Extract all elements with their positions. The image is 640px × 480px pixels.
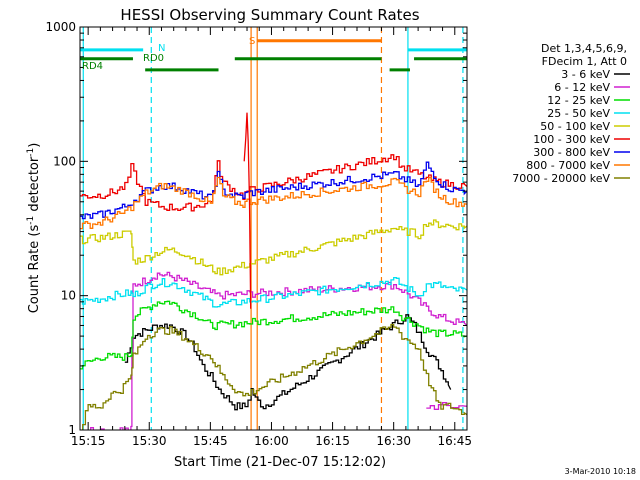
series-6-12-kev (90, 271, 467, 430)
series-50-100-kev (80, 219, 467, 276)
series-12-25-kev (80, 300, 467, 370)
plot-frame (79, 26, 468, 431)
x-tick-label: 15:15 (71, 434, 106, 448)
y-tick-label: 1 (68, 423, 76, 437)
rd4-flag-label: RD4 (82, 61, 103, 72)
series-300-800-kev (80, 161, 467, 220)
chart-title: HESSI Observing Summary Count Rates (120, 6, 419, 24)
legend-label: 12 - 25 keV (547, 94, 610, 107)
rd0-flag-label: RD0 (143, 53, 164, 64)
plot-area (80, 27, 467, 430)
x-tick-label: 16:15 (315, 434, 350, 448)
legend-label: 800 - 7000 keV (526, 159, 610, 172)
x-axis-label: Start Time (21-Dec-07 15:12:02) (174, 455, 386, 470)
x-tick-label: 16:00 (254, 434, 289, 448)
series-7000-20000-kev (82, 323, 467, 430)
saa-flag-label: S (249, 36, 255, 47)
series-flare-spike (243, 112, 252, 309)
legend-label: 3 - 6 keV (561, 68, 610, 81)
y-tick-label: 100 (53, 154, 76, 168)
observing-flags (80, 39, 467, 72)
x-tick-label: 15:45 (193, 434, 228, 448)
y-tick-label: 1000 (45, 20, 76, 34)
x-tick-label: 16:30 (376, 434, 411, 448)
x-tick-label: 15:30 (132, 434, 167, 448)
legend-label: 6 - 12 keV (554, 81, 610, 94)
night-flag-label: N (158, 43, 165, 54)
legend: Det 1,3,4,5,6,9,FDecim 1, Att 03 - 6 keV… (512, 42, 630, 185)
legend-label: 300 - 800 keV (533, 146, 610, 159)
generation-timestamp: 3-Mar-2010 10:18 (565, 467, 636, 476)
legend-label: 25 - 50 keV (547, 107, 610, 120)
legend-label: 50 - 100 keV (540, 120, 610, 133)
legend-label: 7000 - 20000 keV (512, 172, 610, 185)
legend-header: FDecim 1, Att 0 (542, 55, 627, 68)
series-25-50-kev (80, 276, 467, 308)
legend-label: 100 - 300 keV (533, 133, 610, 146)
series-800-7000-kev (80, 176, 467, 230)
y-axis-label: Count Rate (s-1 detector-1) (26, 143, 42, 314)
x-tick-label: 16:45 (437, 434, 472, 448)
legend-header: Det 1,3,4,5,6,9, (541, 42, 627, 55)
series-6-12-kev-extra (426, 401, 467, 410)
y-tick-label: 10 (61, 289, 76, 303)
